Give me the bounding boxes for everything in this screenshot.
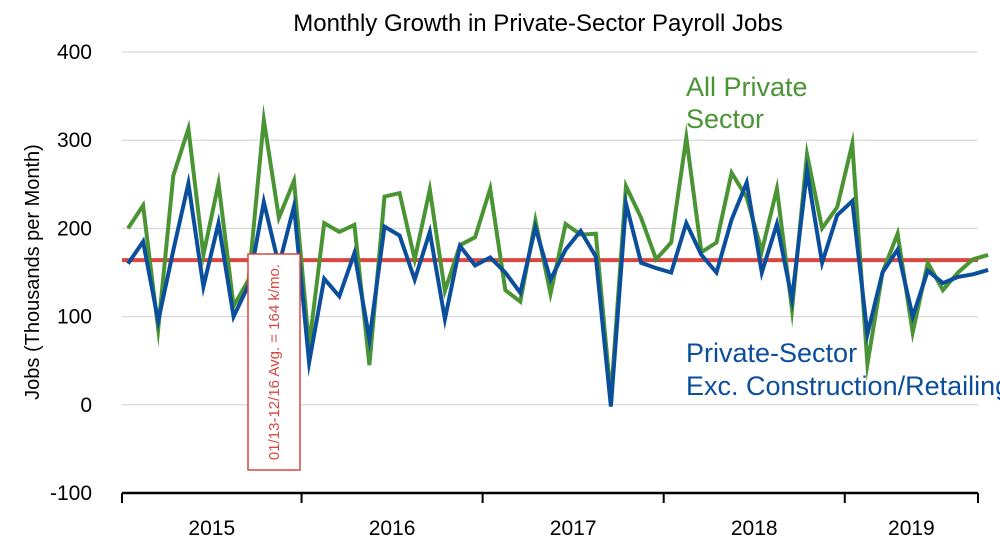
x-tick-label: 2016 [369,517,416,540]
legend-label-all-private: Sector [686,104,764,134]
average-annotation: 01/13-12/16 Avg. = 164 k/mo. [247,253,301,471]
annotation-box [247,253,301,471]
chart-title: Monthly Growth in Private-Sector Payroll… [293,10,783,37]
x-tick-label: 2019 [888,517,935,540]
series-lines [126,103,989,407]
y-axis-ticks: 400 300 200 100 0 -100 [50,41,92,505]
series-line-exc-construction [126,156,989,407]
x-axis: 2015 2016 2017 2018 2019 [121,491,979,540]
y-axis-label: Jobs (Thousands per Month) [22,144,44,400]
y-tick-label: 200 [57,217,92,240]
x-tick-label: 2018 [731,517,778,540]
y-tick-label: 100 [57,306,92,329]
y-tick-label: 0 [80,394,92,417]
legend-label-all-private: All Private [686,72,808,102]
y-tick-label: 400 [57,41,92,64]
series-line-all-private [126,103,989,398]
annotation-label: 01/13-12/16 Avg. = 164 k/mo. [266,264,283,460]
y-tick-label: 300 [57,129,92,152]
legend-label-exc-construction: Private-Sector [686,338,857,368]
x-tick-label: 2017 [550,517,597,540]
legend-label-exc-construction: Exc. Construction/Retailing [686,371,1000,401]
y-tick-label: -100 [50,482,92,505]
x-tick-label: 2015 [188,517,235,540]
